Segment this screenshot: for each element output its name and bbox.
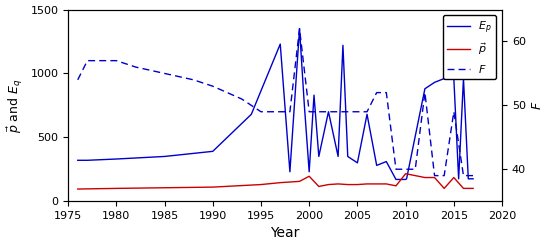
$F$ [373,91,380,94]
$\vec{p}$ [296,180,303,183]
$E_p$ [325,110,332,113]
$E_p$ [431,81,438,84]
$E_p$ [344,155,351,158]
$\vec{p}$ [335,183,342,185]
$E_p$ [296,27,303,30]
$E_p$ [277,43,284,46]
$E_p$ [340,44,346,47]
$E_p$ [383,160,389,163]
$\vec{p}$ [402,172,409,175]
$\vec{p}$ [393,184,399,187]
$E_p$ [316,155,322,158]
$\vec{p}$ [277,181,284,184]
$E_p$ [364,113,370,116]
$E_p$ [373,164,380,167]
$E_p$ [465,177,471,180]
$F$ [441,174,448,177]
$\vec{p}$ [412,174,419,177]
$F$ [74,78,81,81]
$E_p$ [403,177,410,180]
$F$ [296,27,303,30]
X-axis label: Year: Year [271,227,300,240]
$E_p$ [441,77,448,80]
$F$ [335,110,342,113]
$F$ [431,174,438,177]
$\vec{p}$ [257,183,264,186]
$F$ [460,174,467,177]
$\vec{p}$ [113,187,119,190]
$F$ [402,168,409,171]
$E_p$ [455,177,462,180]
$\vec{p}$ [316,185,322,188]
$\vec{p}$ [325,183,332,186]
$F$ [287,110,293,113]
$F$ [393,168,399,171]
Line: $F$: $F$ [78,29,473,176]
$E_p$ [161,155,168,158]
$E_p$ [210,150,216,153]
$F$ [354,110,361,113]
$E_p$ [335,155,342,158]
$E_p$ [287,170,293,173]
$F$ [383,91,389,94]
$\vec{p}$ [287,181,293,184]
$F$ [210,85,216,88]
$\vec{p}$ [460,187,467,190]
$F$ [344,110,351,113]
$E_p$ [470,177,476,180]
$\vec{p}$ [422,176,428,179]
$E_p$ [113,157,119,160]
$F$ [470,174,476,177]
$F$ [364,110,370,113]
$\vec{p}$ [431,176,438,179]
$F$ [277,110,284,113]
$E_p$ [393,178,399,181]
$E_p$ [402,178,409,181]
Line: $E_p$: $E_p$ [78,29,473,179]
$F$ [306,110,312,113]
$F$ [84,59,91,62]
$E_p$ [301,104,307,107]
$E_p$ [311,94,317,97]
$\vec{p}$ [373,183,380,185]
$F$ [412,168,419,171]
$\vec{p}$ [470,187,476,190]
$\vec{p}$ [450,176,457,179]
$F$ [325,110,332,113]
$F$ [316,110,322,113]
$F$ [94,59,100,62]
$\vec{p}$ [74,187,81,190]
$F$ [190,78,197,81]
$\vec{p}$ [441,187,448,190]
$E_p$ [354,161,361,164]
$F$ [113,59,119,62]
Y-axis label: $\vec{p}$ and $E_q$: $\vec{p}$ and $E_q$ [6,78,25,133]
$E_p$ [306,170,312,173]
$E_p$ [450,77,457,80]
$F$ [161,72,168,75]
$F$ [238,97,245,100]
$F$ [422,91,428,94]
$E_p$ [84,159,91,162]
Y-axis label: $F$: $F$ [531,101,544,110]
$E_p$ [74,159,81,162]
$\vec{p}$ [383,183,389,185]
$F$ [133,66,139,69]
$\vec{p}$ [344,183,351,186]
Line: $\vec{p}$: $\vec{p}$ [78,174,473,189]
$\vec{p}$ [354,183,361,186]
$F$ [450,110,457,113]
Legend: $E_p$, $\vec{p}$, $F$: $E_p$, $\vec{p}$, $F$ [443,15,497,79]
$\vec{p}$ [161,186,168,189]
$\vec{p}$ [306,175,312,178]
$\vec{p}$ [364,183,370,185]
$\vec{p}$ [210,186,216,189]
$E_p$ [460,77,467,80]
$E_p$ [248,113,255,116]
$E_p$ [422,87,428,90]
$F$ [257,110,264,113]
